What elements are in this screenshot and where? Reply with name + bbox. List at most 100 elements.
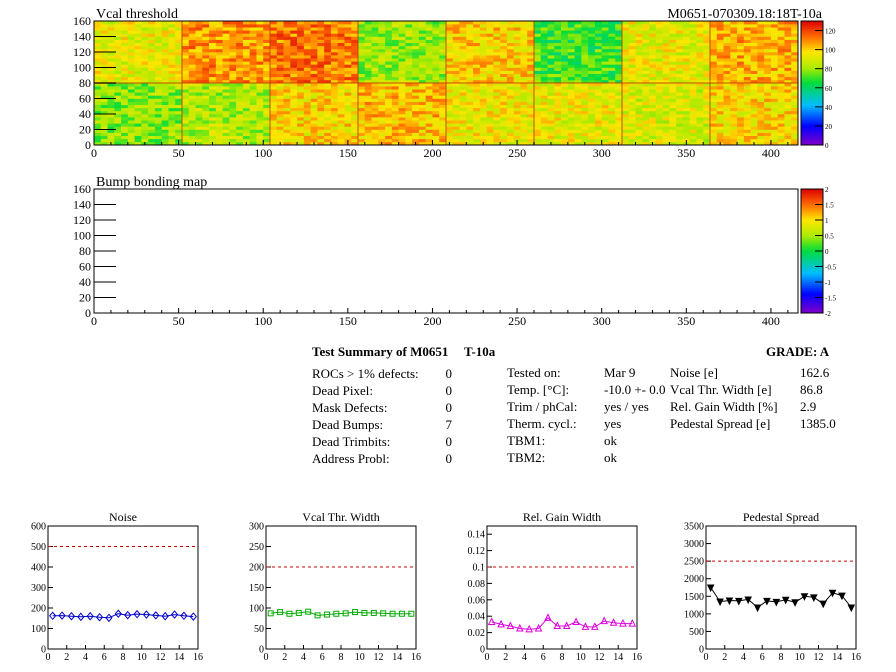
vcal-threshold-x-axis: 0 50 100 150 200 250 300 350 400 xyxy=(91,140,789,160)
bump-bonding-title: Bump bonding map xyxy=(96,175,207,190)
colorbar-segment xyxy=(801,224,823,227)
x-tick-label: 0 xyxy=(704,652,709,663)
y-tick-label: 1500 xyxy=(684,592,704,603)
x-tick-label: 16 xyxy=(851,652,861,663)
colorbar-segment xyxy=(801,23,823,26)
plot-rel-gain-width: Rel. Gain Width 0 0.02 0.04 0.06 0.08 0.1 0.12 0… xyxy=(468,510,643,663)
x-tick-label: 14 xyxy=(174,652,184,663)
series-line xyxy=(52,613,194,619)
x-tick-label: 0 xyxy=(91,314,97,328)
summary-temp-label: T-10a xyxy=(464,344,496,359)
colorbar-segment xyxy=(801,288,823,291)
colorbar-segment xyxy=(801,78,823,82)
data-point xyxy=(800,593,809,601)
data-point xyxy=(781,596,790,605)
x-tick-label: 350 xyxy=(677,146,695,160)
colorbar-tick-label: 0.5 xyxy=(825,233,834,241)
condition-value: yes / yes xyxy=(604,399,649,414)
x-tick-label: 200 xyxy=(423,146,441,160)
vcal-threshold-panel: Vcal threshold M0651-070309.18:18T-10a 0… xyxy=(73,7,836,160)
colorbar-segment xyxy=(801,80,823,84)
y-tick-label: 140 xyxy=(73,30,91,44)
roc-block-top-7 xyxy=(710,21,799,84)
condition-label: Therm. cycl.: xyxy=(507,416,577,431)
x-tick-label: 16 xyxy=(632,652,642,663)
y-tick-label: 250 xyxy=(249,542,264,553)
data-point xyxy=(772,598,781,607)
y-tick-label: 0 xyxy=(85,306,91,320)
colorbar-segment xyxy=(801,189,823,192)
plot-frame xyxy=(486,525,638,650)
data-point xyxy=(95,612,104,622)
plot-title: Vcal Thr. Width xyxy=(302,510,379,524)
colorbar-segment xyxy=(801,205,823,208)
colorbar-segment xyxy=(801,31,823,34)
colorbar-segment xyxy=(801,199,823,202)
colorbar-segment xyxy=(801,111,823,115)
y-tick-label: 40 xyxy=(79,275,91,289)
colorbar-segment xyxy=(801,234,823,237)
data-point xyxy=(398,610,405,617)
colorbar-segment xyxy=(801,52,823,55)
x-tick-label: 300 xyxy=(593,146,611,160)
condition-value: -10.0 +- 0.0 xyxy=(604,382,666,397)
colorbar-segment xyxy=(801,74,823,78)
x-tick-label: 4 xyxy=(741,652,746,663)
x-tick-label: 14 xyxy=(392,652,402,663)
colorbar-segment xyxy=(801,134,823,138)
vcal-threshold-roc-boundaries xyxy=(94,21,798,145)
x-tick-label: 400 xyxy=(762,314,780,328)
colorbar-segment xyxy=(801,136,823,140)
colorbar-segment xyxy=(801,226,823,229)
y-tick-label: 160 xyxy=(73,182,91,196)
data-point xyxy=(124,610,132,620)
colorbar-segment xyxy=(801,101,823,105)
data-point xyxy=(791,599,799,607)
y-tick-label: 60 xyxy=(79,260,91,274)
colorbar-segment xyxy=(801,27,823,30)
defects-table: ROCs > 1% defects: 0 Dead Pixel: 0 Mask Defe… xyxy=(312,366,453,466)
colorbar-segment xyxy=(801,91,823,94)
roc-block-top-5 xyxy=(534,21,623,84)
data-point xyxy=(142,610,151,619)
y-tick-label: 0 xyxy=(699,645,704,656)
colorbar-segment xyxy=(801,142,823,146)
colorbar-segment xyxy=(801,191,823,194)
x-tick-label: 300 xyxy=(593,314,611,328)
x-tick-label: 100 xyxy=(254,314,272,328)
data-point xyxy=(828,589,837,598)
colorbar-tick-label: -2 xyxy=(825,310,831,318)
colorbar-segment xyxy=(801,282,823,285)
data-point xyxy=(716,598,724,607)
data-point xyxy=(161,611,169,621)
x-tick-label: 6 xyxy=(320,652,325,663)
plot-frame xyxy=(265,525,417,650)
colorbar-segment xyxy=(801,132,823,136)
series-line xyxy=(710,587,852,609)
data-point xyxy=(323,611,330,618)
data-point xyxy=(619,618,627,627)
y-tick-label: 150 xyxy=(249,583,264,594)
vcal-threshold-colorbar: 0 20 40 60 80 100 120 xyxy=(800,20,836,150)
colorbar-tick-label: -1.5 xyxy=(825,295,837,303)
colorbar-segment xyxy=(801,279,823,283)
colorbar-segment xyxy=(801,97,823,100)
x-tick-label: 200 xyxy=(423,314,441,328)
colorbar-segment xyxy=(801,238,823,242)
roc-block-top-6 xyxy=(622,21,711,84)
x-tick-label: 150 xyxy=(339,146,357,160)
data-point xyxy=(609,618,618,626)
colorbar-segment xyxy=(801,294,823,297)
x-tick-label: 50 xyxy=(173,314,185,328)
colorbar-segment xyxy=(801,47,823,51)
data-point xyxy=(553,621,562,630)
colorbar-segment xyxy=(801,248,823,252)
colorbar-segment xyxy=(801,49,823,53)
data-point xyxy=(189,612,197,621)
y-tick-label: 3000 xyxy=(684,539,704,550)
colorbar-segment xyxy=(801,242,823,246)
data-point xyxy=(572,617,580,625)
data-point xyxy=(487,617,496,625)
data-point xyxy=(295,609,302,616)
